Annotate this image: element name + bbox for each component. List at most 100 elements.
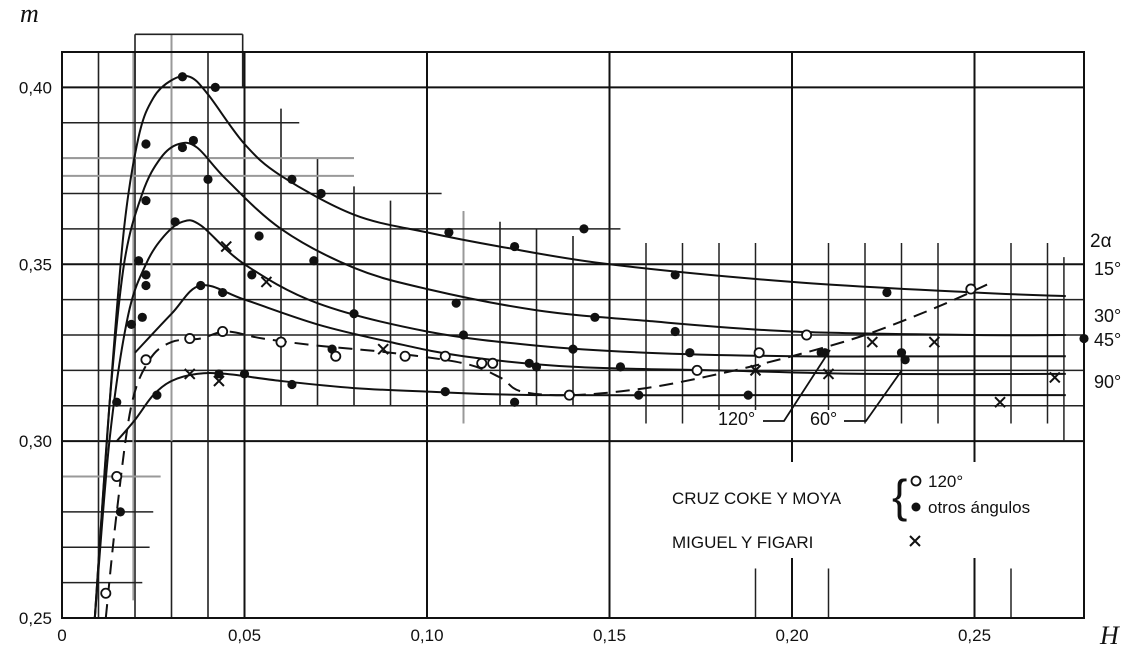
data-point-filled bbox=[188, 135, 198, 146]
curve-label-15: 15° bbox=[1094, 259, 1121, 279]
data-point-cross bbox=[994, 396, 1006, 408]
legend-group-label: CRUZ COKE Y MOYA bbox=[672, 489, 842, 508]
data-point-filled bbox=[685, 348, 695, 358]
legend-cross-marker bbox=[909, 535, 921, 547]
data-point-filled bbox=[210, 82, 220, 92]
data-point-cross bbox=[1049, 371, 1061, 384]
axes-layer: 0 0,05 0,10 0,15 0,20 0,25 0,25 0,30 0,35 0,40 bbox=[19, 78, 991, 645]
data-point-cross bbox=[260, 276, 273, 288]
labels-layer: m H 2α 15° 30° 45° 90° 120° 60° bbox=[20, 0, 1121, 650]
data-point-open bbox=[965, 283, 977, 295]
data-point-open bbox=[399, 350, 411, 362]
annotation-120-leader bbox=[763, 349, 831, 422]
data-point-filled bbox=[615, 362, 626, 372]
legend-filled-label: otros ángulos bbox=[928, 498, 1030, 517]
x-tick-label: 0 bbox=[57, 626, 66, 645]
curve-label-30: 30° bbox=[1094, 306, 1121, 326]
data-point-filled bbox=[170, 217, 180, 227]
data-point-filled bbox=[134, 256, 144, 266]
data-point-filled bbox=[137, 312, 147, 322]
data-point-filled bbox=[451, 298, 461, 308]
legend-filled-marker bbox=[911, 502, 921, 512]
x-tick-label: 0,10 bbox=[410, 626, 443, 645]
data-point-open bbox=[184, 333, 196, 345]
data-point-filled bbox=[670, 270, 680, 280]
data-point-cross bbox=[377, 343, 389, 355]
curve-90 bbox=[116, 372, 1066, 442]
curve-120 bbox=[104, 280, 994, 619]
annotation-60: 60° bbox=[810, 409, 837, 429]
curves-layer bbox=[93, 74, 1066, 619]
data-point-filled bbox=[112, 397, 122, 407]
legend-background bbox=[660, 462, 1060, 558]
data-point-filled bbox=[141, 195, 151, 206]
data-point-cross bbox=[184, 368, 196, 380]
data-point-filled bbox=[177, 142, 188, 153]
data-point-filled bbox=[203, 174, 213, 184]
data-point-open bbox=[217, 325, 229, 337]
data-point-filled bbox=[568, 344, 578, 354]
legend: CRUZ COKE Y MOYA { 120° otros ángulos MI… bbox=[660, 462, 1060, 558]
data-point-filled bbox=[670, 326, 680, 337]
legend-brace: { bbox=[892, 470, 907, 522]
legend-open-marker bbox=[910, 475, 922, 487]
data-point-filled bbox=[141, 280, 151, 291]
legend-cross-label: MIGUEL Y FIGARI bbox=[672, 533, 813, 552]
data-point-cross bbox=[220, 240, 232, 253]
x-axis-label: H bbox=[1099, 621, 1120, 650]
data-point-open bbox=[111, 470, 123, 482]
data-point-filled bbox=[177, 72, 188, 82]
data-point-filled bbox=[743, 390, 753, 400]
data-point-filled bbox=[247, 270, 257, 280]
annotation-60-leader bbox=[844, 369, 903, 422]
y-axis-label: m bbox=[20, 0, 39, 28]
data-point-open bbox=[691, 364, 703, 376]
curve-45 bbox=[93, 219, 1066, 619]
data-point-open bbox=[563, 389, 575, 401]
data-point-open bbox=[439, 350, 451, 362]
data-point-filled bbox=[531, 362, 542, 372]
data-point-filled bbox=[316, 188, 326, 199]
data-point-filled bbox=[309, 256, 319, 266]
data-point-open bbox=[753, 347, 765, 359]
data-point-filled bbox=[196, 280, 206, 291]
data-point-open bbox=[801, 329, 813, 341]
curve-30 bbox=[93, 141, 1066, 619]
points-layer bbox=[100, 72, 1089, 599]
data-point-open bbox=[100, 587, 112, 599]
data-point-open bbox=[140, 354, 152, 366]
data-point-filled bbox=[440, 387, 450, 397]
x-tick-label: 0,25 bbox=[958, 626, 991, 645]
data-point-filled bbox=[152, 390, 162, 400]
data-point-filled bbox=[218, 287, 228, 298]
data-point-filled bbox=[579, 224, 589, 234]
x-tick-label: 0,20 bbox=[775, 626, 808, 645]
data-point-open bbox=[476, 357, 488, 369]
data-point-filled bbox=[126, 319, 136, 329]
x-tick-label: 0,05 bbox=[228, 626, 261, 645]
data-point-filled bbox=[896, 348, 907, 358]
data-point-filled bbox=[287, 174, 297, 184]
data-point-cross bbox=[928, 336, 941, 348]
curve-60 bbox=[134, 284, 1066, 376]
data-point-cross bbox=[213, 375, 225, 387]
y-tick-label: 0,35 bbox=[19, 255, 52, 274]
annotation-120-bg bbox=[706, 410, 770, 430]
curve-label-90: 90° bbox=[1094, 372, 1121, 392]
data-point-filled bbox=[524, 358, 534, 368]
right-header-label: 2α bbox=[1090, 231, 1112, 252]
x-tick-label: 0,15 bbox=[593, 626, 626, 645]
data-point-filled bbox=[634, 390, 644, 400]
data-point-cross bbox=[866, 336, 879, 348]
data-point-filled bbox=[900, 355, 910, 365]
y-tick-label: 0,25 bbox=[19, 609, 52, 628]
data-point-cross bbox=[822, 368, 835, 380]
data-point-open bbox=[275, 336, 287, 348]
data-point-filled bbox=[458, 330, 469, 340]
data-point-filled bbox=[509, 397, 520, 407]
annotation-120: 120° bbox=[718, 409, 755, 429]
data-point-filled bbox=[287, 379, 297, 390]
data-point-filled bbox=[349, 309, 359, 319]
